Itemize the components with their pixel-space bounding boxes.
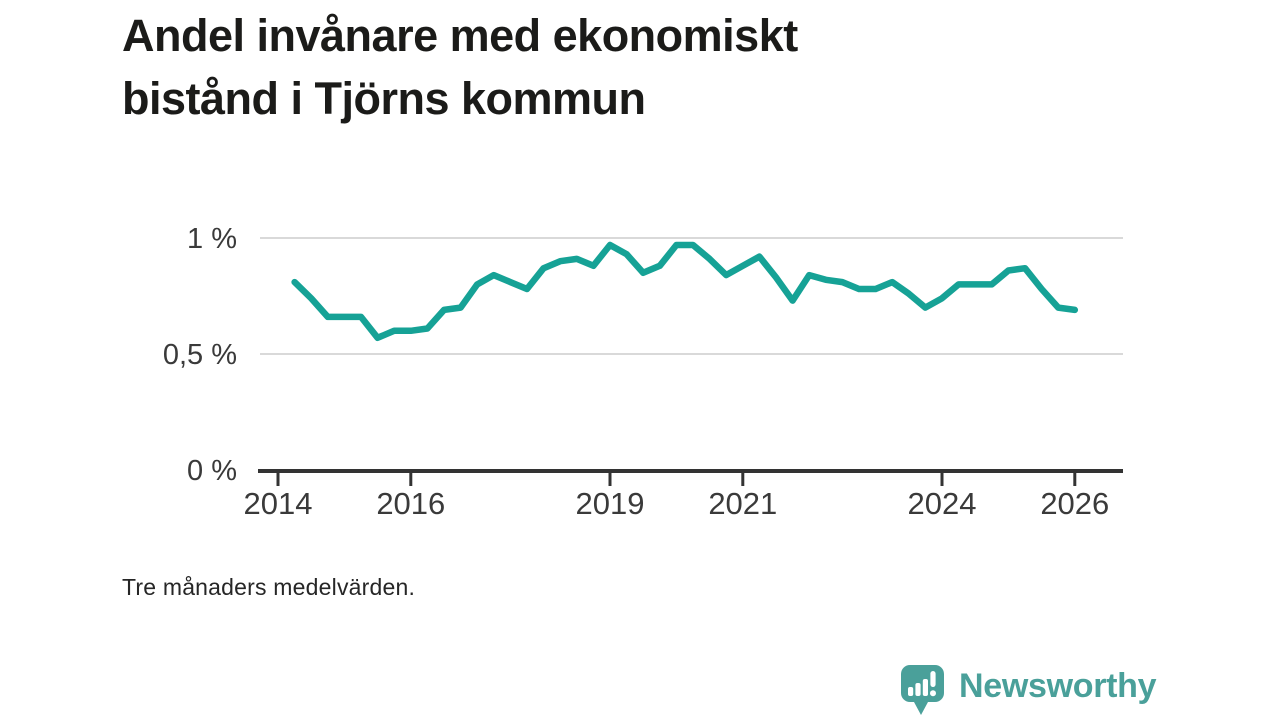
x-tick-label: 2021: [708, 486, 777, 521]
logo-bar-3: [922, 679, 928, 696]
chart-title: Andel invånare med ekonomiskt bistånd i …: [122, 10, 798, 124]
trend-line: [291, 241, 1079, 342]
x-tick-label: 2024: [908, 486, 977, 521]
x-tick-label: 2016: [376, 486, 445, 521]
y-tick-label: 1 %: [187, 223, 237, 255]
x-axis-tick-labels: 2014 2016 2019 2021 2024 2026: [244, 486, 1110, 521]
y-tick-label: 0,5 %: [163, 339, 237, 371]
x-tick-label: 2026: [1040, 486, 1109, 521]
newsworthy-speech-bubble-chart-icon: [901, 665, 944, 715]
logo-bar-2: [915, 683, 921, 696]
data-series: [291, 241, 1079, 342]
chart-note: Tre månaders medelvärden.: [122, 574, 416, 600]
newsworthy-logo-text: Newsworthy: [959, 667, 1157, 705]
x-tick-label: 2014: [244, 486, 313, 521]
logo-bar-1: [908, 687, 914, 696]
gridlines: [260, 237, 1123, 355]
newsworthy-logo: Newsworthy: [898, 663, 1157, 717]
x-tick-label: 2019: [576, 486, 645, 521]
y-tick-label: 0 %: [187, 455, 237, 487]
x-axis: [258, 469, 1123, 486]
y-axis-tick-labels: 0 % 0,5 % 1 %: [163, 223, 237, 487]
logo-exclamation-dot: [930, 690, 936, 697]
logo-exclamation-bar: [930, 671, 936, 687]
